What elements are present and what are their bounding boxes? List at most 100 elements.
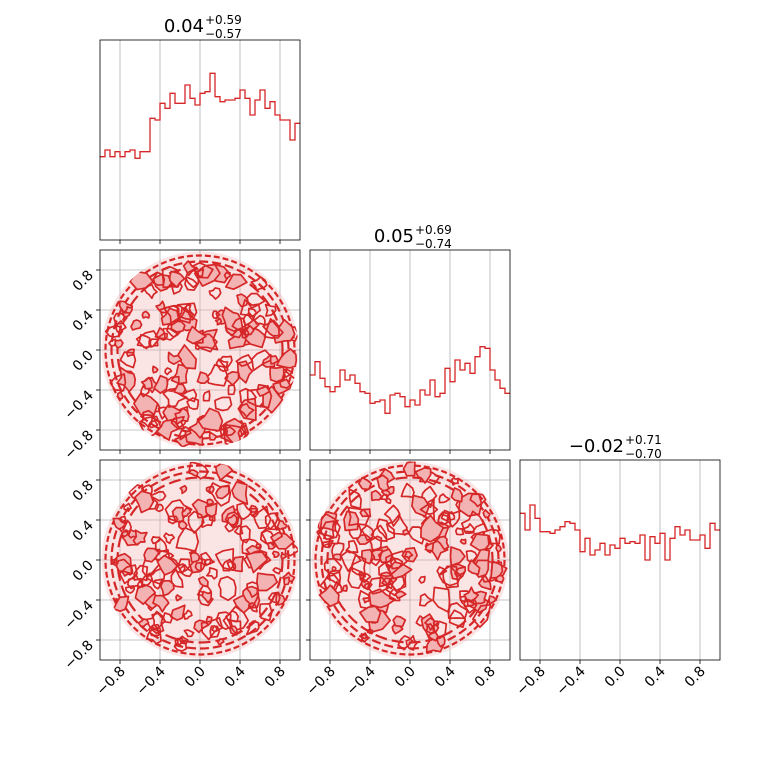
contour-line bbox=[177, 558, 191, 574]
contour-line bbox=[196, 371, 210, 385]
x-tick-label: 0.8 bbox=[262, 664, 289, 691]
contour-line bbox=[197, 407, 224, 432]
contour-line bbox=[224, 273, 248, 291]
contour-line bbox=[269, 366, 285, 383]
y-tick-label: −0.8 bbox=[61, 638, 96, 673]
x-tick-label: −0.4 bbox=[133, 663, 168, 698]
contour-line bbox=[145, 627, 162, 645]
contour-line bbox=[168, 270, 186, 288]
contour-line bbox=[347, 506, 370, 527]
contour-line bbox=[321, 539, 334, 549]
contour-line bbox=[362, 596, 371, 604]
contour-line bbox=[163, 532, 176, 545]
contour-line bbox=[424, 617, 437, 632]
contour-line bbox=[495, 543, 502, 553]
contour-line bbox=[253, 314, 266, 326]
x-tick-label: 0.0 bbox=[392, 664, 419, 691]
contour-line bbox=[124, 585, 136, 594]
density-panel-3 bbox=[311, 461, 509, 659]
contour-line bbox=[343, 510, 360, 532]
contour-line bbox=[183, 609, 193, 620]
contour-line bbox=[469, 493, 487, 508]
histogram-3 bbox=[520, 504, 720, 561]
contour-line bbox=[471, 603, 492, 628]
contour-line bbox=[225, 426, 236, 437]
contour-line bbox=[148, 623, 162, 637]
contour-line bbox=[270, 531, 295, 550]
contour-line bbox=[189, 551, 201, 563]
contour-line bbox=[488, 595, 497, 605]
contour-line bbox=[459, 538, 467, 545]
contour-line bbox=[448, 609, 467, 629]
contour-line bbox=[232, 594, 251, 614]
contour-line bbox=[482, 509, 491, 519]
contour-line bbox=[369, 549, 384, 567]
contour-line bbox=[200, 617, 224, 641]
contour-line bbox=[163, 304, 192, 327]
contour-line bbox=[332, 553, 342, 561]
contour-line bbox=[263, 317, 284, 339]
contour-line bbox=[147, 419, 159, 429]
contour-line bbox=[175, 594, 183, 602]
contour-line bbox=[115, 320, 127, 335]
x-tick-label: 0.4 bbox=[432, 663, 459, 690]
contour-line bbox=[173, 637, 188, 652]
contour-line bbox=[275, 348, 298, 369]
contour-line bbox=[454, 527, 465, 536]
contour-line bbox=[392, 615, 407, 628]
param-title-1: 0.04 bbox=[164, 16, 204, 37]
contour-line bbox=[208, 287, 222, 300]
contour-line bbox=[369, 535, 383, 552]
param-title-3: −0.02 bbox=[569, 436, 624, 457]
contour-line bbox=[403, 550, 414, 561]
y-tick-label: 0.0 bbox=[70, 558, 97, 585]
contour-line bbox=[208, 482, 232, 507]
contour-line bbox=[360, 633, 370, 643]
contour-line bbox=[192, 261, 214, 279]
contour-line bbox=[224, 370, 240, 386]
x-tick-label: −0.4 bbox=[343, 663, 378, 698]
contour-line bbox=[239, 525, 251, 544]
contour-line bbox=[247, 602, 258, 613]
contour-line bbox=[318, 584, 340, 608]
contour-line bbox=[159, 579, 175, 597]
contour-line bbox=[153, 374, 169, 394]
contour-line bbox=[209, 625, 221, 639]
histogram-2 bbox=[310, 346, 510, 414]
contour-line bbox=[195, 268, 205, 278]
contour-line bbox=[112, 517, 127, 530]
x-tick-label: 0.4 bbox=[222, 663, 249, 690]
chart-marks bbox=[100, 72, 720, 659]
contour-line bbox=[116, 391, 124, 400]
contour-line bbox=[108, 338, 117, 347]
contour-line bbox=[143, 547, 160, 563]
contour-line bbox=[158, 332, 168, 341]
contour-line bbox=[272, 566, 282, 575]
contour-line bbox=[402, 528, 410, 536]
contour-line bbox=[280, 553, 288, 560]
contour-line bbox=[164, 367, 173, 376]
contour-line bbox=[383, 504, 401, 527]
x-tick-label: 0.8 bbox=[472, 664, 499, 691]
contour-line bbox=[143, 283, 158, 300]
param-lower-error-3: −0.70 bbox=[625, 447, 662, 461]
contour-line bbox=[120, 530, 129, 538]
contour-line bbox=[197, 576, 209, 588]
contour-line bbox=[418, 593, 433, 607]
contour-line bbox=[236, 293, 249, 308]
contour-line bbox=[140, 376, 153, 390]
contour-line bbox=[204, 502, 218, 519]
contour-line bbox=[238, 402, 255, 418]
contour-line bbox=[419, 502, 439, 516]
contour-line bbox=[167, 351, 183, 365]
contour-line bbox=[411, 494, 430, 518]
x-tick-label: 0.4 bbox=[642, 663, 669, 690]
contour-line bbox=[187, 510, 205, 534]
histogram-1 bbox=[100, 72, 300, 159]
panel-titles: 0.04 +0.59−0.57 0.05 +0.69−0.74 −0.02 +0.71−0… bbox=[164, 13, 662, 461]
contour-line bbox=[186, 397, 200, 410]
contour-line bbox=[206, 566, 218, 580]
contour-line bbox=[463, 586, 480, 602]
contour-line bbox=[231, 481, 249, 506]
contour-line bbox=[170, 568, 184, 589]
